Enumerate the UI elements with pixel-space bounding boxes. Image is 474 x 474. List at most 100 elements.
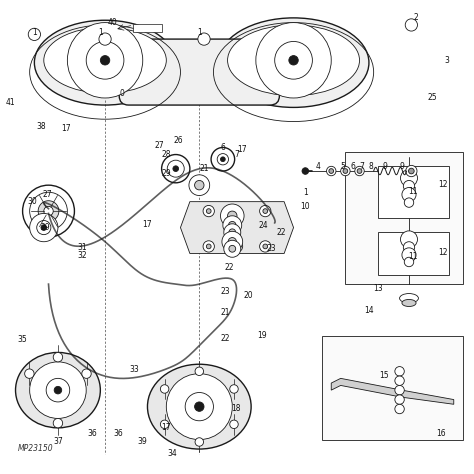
Text: 28: 28: [162, 150, 171, 159]
Circle shape: [30, 192, 67, 230]
Circle shape: [189, 175, 210, 196]
Circle shape: [395, 395, 404, 404]
Text: 11: 11: [408, 252, 418, 261]
Circle shape: [355, 166, 364, 176]
Circle shape: [402, 188, 416, 201]
Circle shape: [38, 201, 59, 221]
Text: 1: 1: [303, 188, 308, 197]
Circle shape: [101, 36, 109, 43]
Circle shape: [195, 181, 204, 190]
Circle shape: [397, 368, 402, 374]
Circle shape: [260, 205, 271, 217]
Text: 20: 20: [244, 292, 253, 301]
Ellipse shape: [44, 27, 166, 93]
Circle shape: [28, 28, 40, 40]
Text: 2: 2: [414, 13, 419, 22]
Circle shape: [195, 438, 203, 446]
Circle shape: [397, 387, 402, 393]
Text: 27: 27: [43, 190, 53, 199]
Text: 29: 29: [40, 223, 50, 232]
Text: 29: 29: [162, 169, 171, 178]
Text: 37: 37: [53, 438, 63, 447]
Circle shape: [198, 33, 210, 45]
Circle shape: [329, 169, 334, 173]
Text: 21: 21: [221, 308, 230, 317]
Circle shape: [185, 392, 213, 421]
Bar: [346, 152, 463, 284]
Circle shape: [206, 244, 211, 249]
Circle shape: [397, 378, 402, 383]
Circle shape: [220, 204, 244, 228]
Circle shape: [200, 36, 208, 43]
Ellipse shape: [400, 293, 419, 303]
Text: 41: 41: [6, 98, 16, 107]
Text: 23: 23: [266, 244, 276, 253]
FancyBboxPatch shape: [119, 39, 279, 105]
Circle shape: [397, 406, 402, 412]
Circle shape: [160, 385, 169, 393]
Circle shape: [228, 237, 237, 246]
Text: 26: 26: [173, 136, 183, 145]
Ellipse shape: [35, 20, 176, 105]
Circle shape: [404, 198, 414, 207]
Text: 23: 23: [220, 287, 230, 296]
Circle shape: [160, 420, 169, 428]
Ellipse shape: [218, 18, 369, 108]
Circle shape: [36, 220, 51, 235]
Circle shape: [408, 21, 415, 29]
Circle shape: [231, 241, 243, 252]
Bar: [378, 232, 449, 275]
Text: 8: 8: [369, 162, 374, 171]
Circle shape: [203, 205, 214, 217]
Text: MP23150: MP23150: [18, 444, 54, 453]
Text: 1: 1: [197, 27, 201, 36]
Text: 21: 21: [199, 164, 209, 173]
Circle shape: [203, 241, 214, 252]
Circle shape: [403, 242, 415, 253]
Circle shape: [357, 169, 362, 173]
Text: 36: 36: [113, 429, 123, 438]
Circle shape: [46, 378, 70, 402]
Text: 17: 17: [143, 220, 152, 229]
Circle shape: [343, 169, 348, 173]
Circle shape: [401, 170, 418, 187]
Circle shape: [327, 166, 336, 176]
Text: 7: 7: [359, 162, 365, 171]
Circle shape: [260, 241, 271, 252]
Text: 17: 17: [62, 124, 71, 133]
Text: 25: 25: [428, 93, 438, 102]
Circle shape: [224, 224, 241, 241]
Circle shape: [263, 209, 268, 213]
Text: 17: 17: [237, 146, 246, 155]
Circle shape: [224, 240, 241, 257]
Circle shape: [211, 147, 235, 171]
Text: 22: 22: [221, 334, 230, 343]
Circle shape: [230, 385, 238, 393]
Circle shape: [302, 168, 309, 174]
Text: 16: 16: [436, 429, 446, 438]
Bar: [322, 336, 463, 439]
Circle shape: [263, 244, 268, 249]
Circle shape: [395, 376, 404, 385]
Text: 6: 6: [350, 162, 355, 171]
Circle shape: [30, 362, 86, 419]
Circle shape: [53, 353, 63, 362]
Text: 22: 22: [276, 228, 285, 237]
Text: 33: 33: [130, 365, 140, 374]
Circle shape: [99, 33, 111, 45]
Circle shape: [229, 229, 236, 236]
Text: 11: 11: [408, 187, 418, 196]
Circle shape: [229, 246, 236, 252]
Circle shape: [217, 154, 228, 165]
Ellipse shape: [16, 353, 100, 428]
Text: 17: 17: [162, 423, 171, 432]
Circle shape: [44, 206, 53, 216]
Circle shape: [409, 168, 414, 174]
Circle shape: [402, 248, 416, 262]
Text: 24: 24: [258, 221, 268, 230]
Circle shape: [30, 213, 58, 242]
Circle shape: [67, 23, 143, 98]
Circle shape: [275, 41, 312, 79]
Text: 22: 22: [224, 263, 234, 272]
Ellipse shape: [402, 300, 416, 307]
